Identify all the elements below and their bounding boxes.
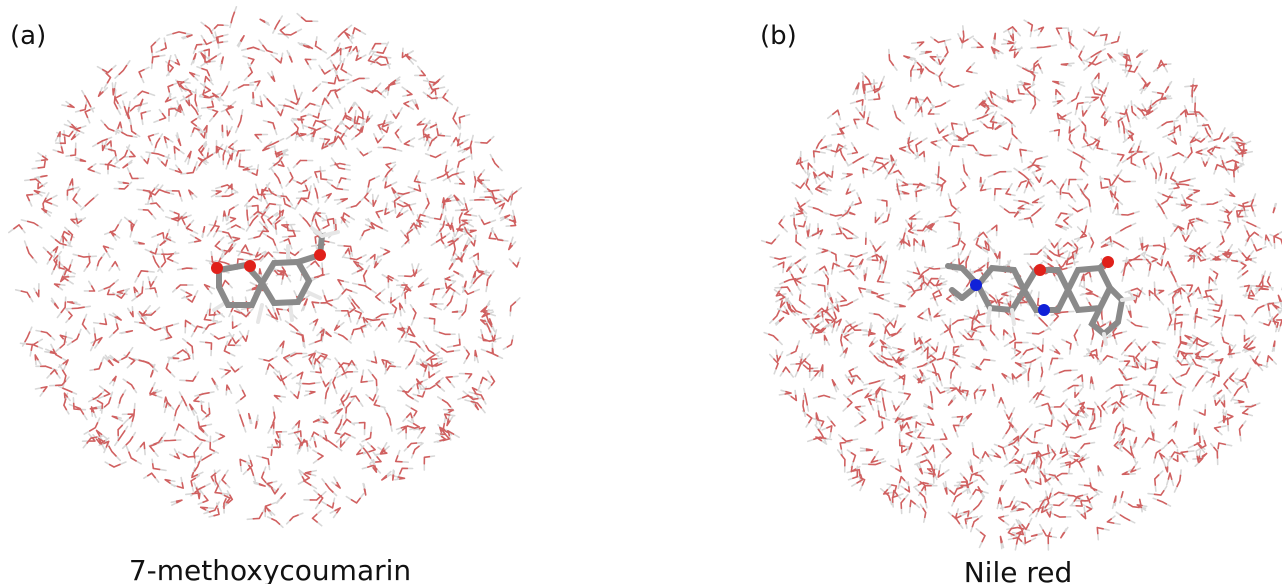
atom-o: [314, 249, 326, 261]
ring: [262, 262, 309, 303]
atom-n: [1038, 304, 1050, 316]
bond: [1012, 310, 1014, 324]
bond: [988, 308, 990, 322]
figure: (a) (b) 7-methoxycoumarin Nile red: [0, 0, 1282, 584]
bond: [1104, 334, 1106, 344]
ring: [1024, 270, 1068, 310]
atom-n: [970, 279, 982, 291]
ring: [978, 268, 1024, 310]
bond: [952, 290, 962, 298]
atom-o: [1034, 264, 1046, 276]
atom-o: [244, 260, 256, 272]
bond: [290, 303, 292, 320]
water-sticks: [14, 12, 519, 524]
bond: [1122, 298, 1134, 300]
atom-o: [211, 262, 223, 274]
atom-o: [1102, 256, 1114, 268]
solvent-a: [9, 7, 522, 528]
panel-label: (b): [760, 21, 797, 51]
bond: [307, 292, 320, 298]
bond: [948, 266, 962, 268]
panel-caption: 7-methoxycoumarin: [129, 554, 411, 584]
panel-caption: Nile red: [964, 556, 1073, 584]
bond: [258, 305, 262, 322]
water-sticks: [9, 7, 522, 528]
bond: [214, 303, 225, 310]
panel-label: (a): [10, 21, 46, 51]
